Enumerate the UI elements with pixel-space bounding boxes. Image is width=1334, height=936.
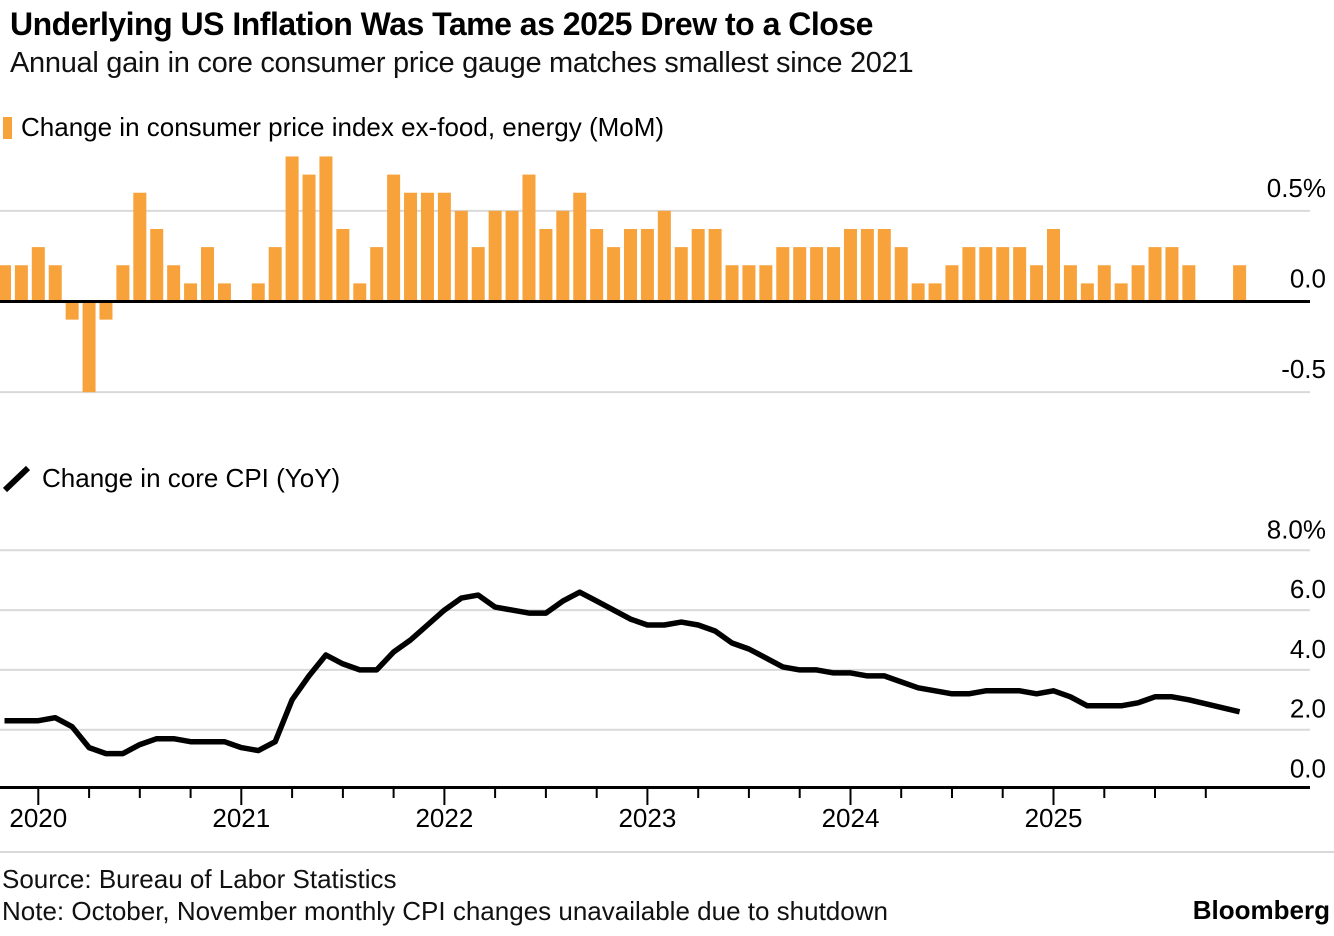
bar-2023-11 [810, 247, 824, 302]
bar-ytick-label--0.5: -0.5 [1281, 354, 1326, 384]
bar-2024-06 [928, 283, 942, 302]
bar-2023-09 [776, 247, 790, 302]
bar-2024-03 [877, 228, 891, 302]
bloomberg-logo: Bloomberg [1192, 895, 1330, 925]
bar-ytick-label-0.5%: 0.5% [1267, 173, 1326, 203]
bar-2022-01 [437, 192, 451, 302]
source-text: Source: Bureau of Labor Statistics [2, 864, 397, 894]
bar-2024-05 [911, 283, 925, 302]
bar-2024-12 [1030, 265, 1044, 302]
bar-2024-11 [1013, 247, 1027, 302]
bar-2021-06 [319, 156, 333, 302]
bar-2023-08 [759, 265, 773, 302]
bar-2019-11 [0, 265, 11, 302]
bar-2023-07 [742, 265, 756, 302]
bar-2020-12 [217, 283, 231, 302]
legend-mom-label: Change in consumer price index ex-food, … [21, 112, 665, 142]
bar-2022-12 [624, 228, 637, 302]
bar-2022-02 [454, 210, 468, 302]
bar-2023-10 [793, 247, 807, 302]
note-text: Note: October, November monthly CPI chan… [2, 896, 888, 926]
legend-yoy-line: Change in core CPI (YoY) [2, 463, 340, 494]
bar-2023-02 [657, 210, 671, 302]
bar-2023-05 [708, 228, 722, 302]
bar-2021-12 [420, 192, 434, 302]
bar-2021-08 [353, 283, 367, 302]
legend-mom-bars: Change in consumer price index ex-food, … [3, 112, 664, 143]
bar-2020-07 [133, 192, 147, 302]
bar-2020-11 [201, 247, 214, 302]
bar-2021-05 [302, 174, 316, 302]
bar-2023-01 [640, 228, 654, 302]
bar-2020-03 [65, 301, 79, 320]
bar-2024-10 [996, 247, 1010, 302]
bar-2023-12 [827, 247, 841, 302]
bar-2022-06 [522, 174, 536, 302]
bar-2023-04 [691, 228, 705, 302]
x-axis-year-label-2023: 2023 [618, 803, 676, 833]
bar-2020-05 [99, 301, 113, 320]
line-ytick-label-2.0: 2.0 [1290, 694, 1326, 724]
line-series-swatch-icon [2, 465, 31, 492]
line-ytick-label-8.0%: 8.0% [1267, 514, 1326, 544]
bar-2021-10 [387, 174, 401, 302]
legend-yoy-label: Change in core CPI (YoY) [42, 463, 341, 493]
bar-2020-08 [150, 228, 164, 302]
bar-2020-10 [184, 283, 198, 302]
bar-2025-08 [1165, 247, 1179, 302]
bar-2024-08 [962, 247, 976, 302]
bar-2025-01 [1047, 228, 1060, 302]
bar-2025-05 [1114, 283, 1128, 302]
page-subtitle: Annual gain in core consumer price gauge… [10, 47, 914, 79]
footer-divider [0, 851, 1334, 853]
bar-2020-02 [48, 265, 62, 302]
bar-2025-03 [1080, 283, 1094, 302]
x-axis-year-label-2025: 2025 [1025, 803, 1083, 833]
line-ytick-label-4.0: 4.0 [1290, 634, 1326, 664]
line-ytick-label-6.0: 6.0 [1290, 574, 1326, 604]
bar-2022-05 [505, 210, 519, 302]
bar-ytick-label-0.0: 0.0 [1290, 264, 1326, 294]
bar-2025-12 [1233, 265, 1247, 302]
x-axis-year-label-2022: 2022 [415, 803, 473, 833]
bar-2024-01 [843, 228, 857, 302]
bar-series-swatch-icon [3, 116, 12, 139]
page-title: Underlying US Inflation Was Tame as 2025… [10, 6, 873, 42]
bar-2024-04 [894, 247, 908, 302]
bar-2022-11 [607, 247, 621, 302]
x-axis-year-label-2024: 2024 [822, 803, 880, 833]
bar-2025-07 [1148, 247, 1162, 302]
bar-2020-06 [116, 265, 130, 302]
bar-2024-07 [945, 265, 959, 302]
bar-2021-03 [268, 247, 282, 302]
line-ytick-label-0.0: 0.0 [1290, 754, 1326, 784]
x-axis-year-label-2021: 2021 [212, 803, 270, 833]
bar-2023-03 [674, 247, 688, 302]
bar-2024-02 [860, 228, 874, 302]
bar-2022-04 [488, 210, 502, 302]
core-cpi-yoy-line [4, 589, 1241, 757]
bar-2025-02 [1063, 265, 1077, 302]
bar-2020-01 [31, 247, 45, 302]
bar-2022-09 [573, 192, 587, 302]
bar-2020-09 [167, 265, 181, 302]
bar-2020-04 [82, 301, 96, 393]
bar-2022-08 [556, 210, 570, 302]
bar-2023-06 [725, 265, 739, 302]
bar-2021-04 [285, 156, 299, 302]
bar-2021-11 [404, 192, 418, 302]
bar-2022-07 [539, 228, 553, 302]
bar-2021-07 [336, 228, 350, 302]
x-axis-year-label-2020: 2020 [9, 803, 67, 833]
bar-2024-09 [979, 247, 993, 302]
bar-2022-10 [590, 228, 604, 302]
bar-2019-12 [14, 265, 28, 302]
bar-2021-02 [251, 283, 265, 302]
bar-2025-04 [1097, 265, 1111, 302]
bar-2025-06 [1131, 265, 1145, 302]
bar-2025-09 [1182, 265, 1196, 302]
bar-2022-03 [471, 247, 485, 302]
bar-2021-09 [370, 247, 384, 302]
